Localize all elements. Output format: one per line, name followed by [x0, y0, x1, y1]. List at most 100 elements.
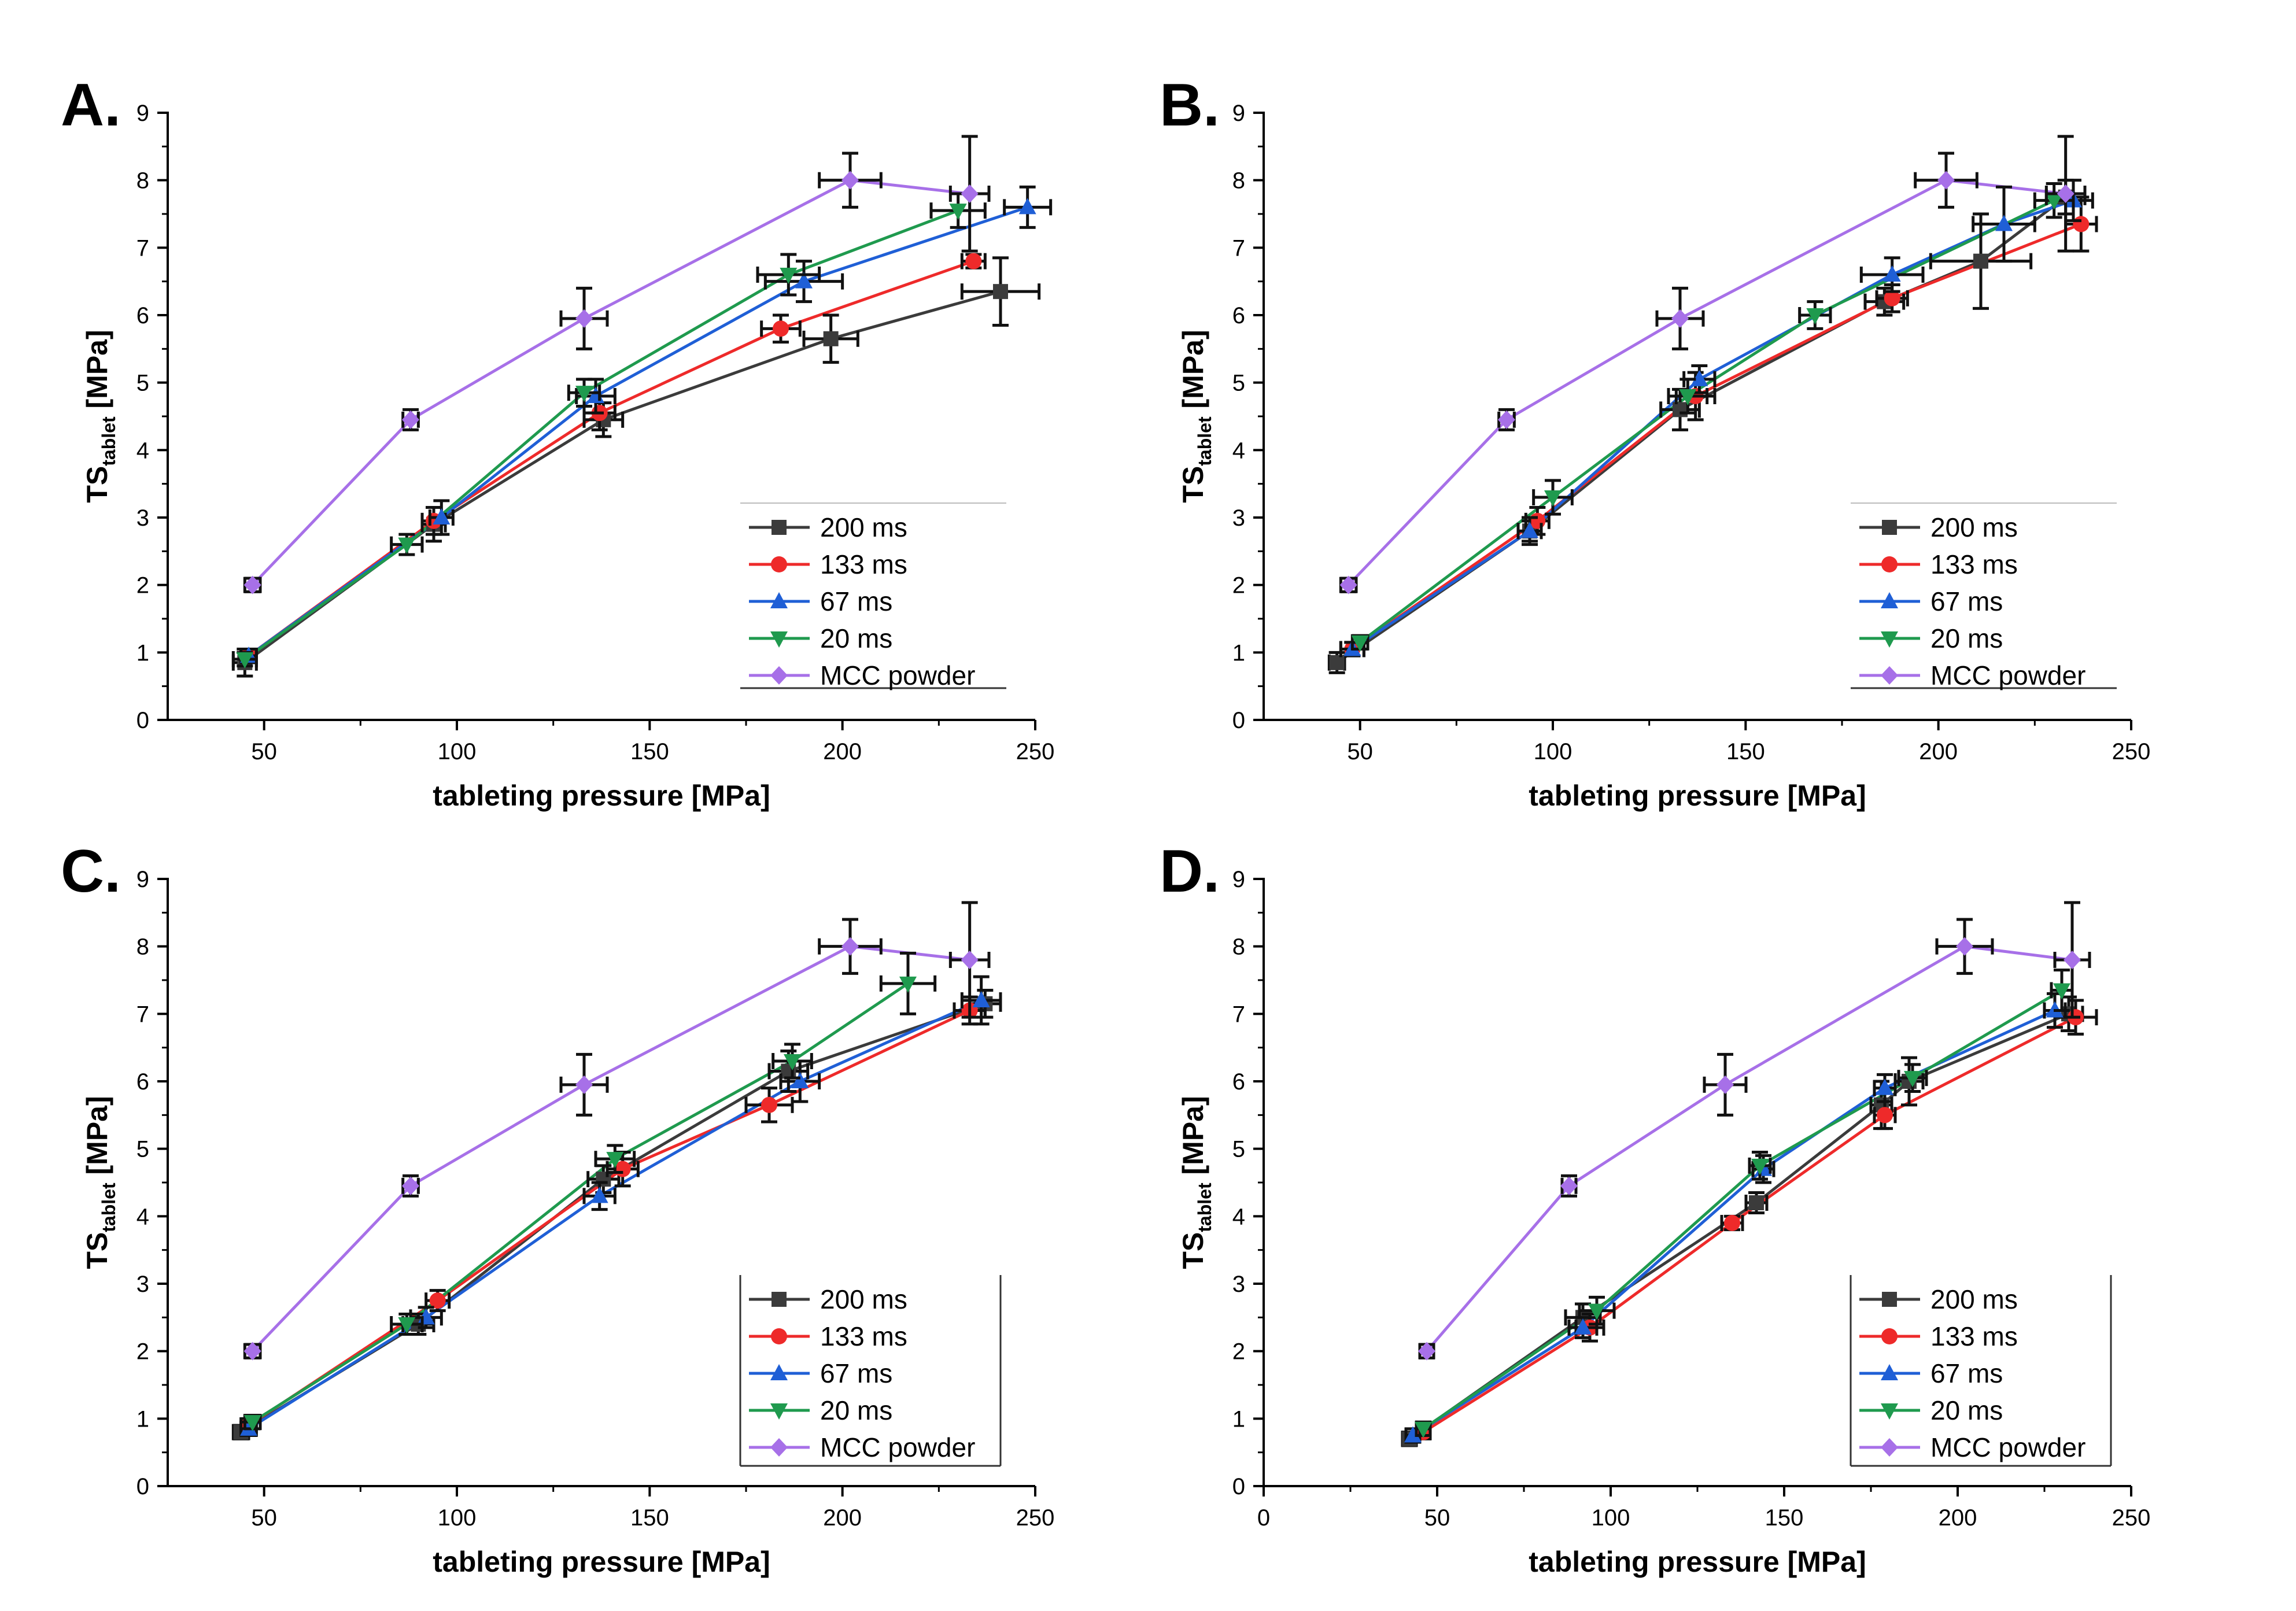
panel-d-data-point-mcc — [1418, 1342, 1435, 1361]
panel-d-data-point-s200 — [1749, 1195, 1764, 1210]
panel-d-data-point-s133 — [1724, 1215, 1740, 1231]
panel-c-legend-label: 133 ms — [820, 1321, 907, 1351]
panel-d-legend-item: 67 ms — [1859, 1358, 2003, 1388]
panel-d-legend-label: 133 ms — [1930, 1321, 2018, 1351]
panel-c-y-tick-label: 5 — [136, 1137, 149, 1162]
panel-a-legend-label: MCC powder — [820, 660, 975, 690]
panel-c-legend-swatch-marker — [772, 1292, 787, 1307]
panel-a-x-tick-label: 250 — [1016, 739, 1055, 764]
panel-d-legend-swatch-marker — [1881, 1328, 1898, 1344]
panel-a-y-tick-label: 4 — [136, 438, 149, 463]
panel-d-legend-item: 200 ms — [1859, 1284, 2018, 1314]
panel-b-data-point-s133 — [1884, 290, 1900, 306]
panel-c-legend-swatch-marker — [771, 1328, 787, 1344]
panel-a-y-tick-label: 7 — [136, 235, 149, 261]
panel-a-y-axis-title: TStablet [MPa] — [81, 330, 119, 502]
panel-b-x-tick-label: 250 — [2112, 739, 2151, 764]
panel-d-legend-swatch-marker — [1881, 1438, 1898, 1457]
panel-b-y-axis-title: TStablet [MPa] — [1177, 330, 1215, 502]
panel-d-x-tick-label: 50 — [1424, 1505, 1450, 1531]
panel-a-y-tick-label: 3 — [136, 505, 149, 531]
panel-b-data-point-s67 — [1521, 522, 1538, 538]
panel-c-data-point-s133 — [761, 1096, 777, 1113]
panel-c-legend-swatch-marker — [770, 1364, 788, 1380]
panel-b-legend-label: 133 ms — [1930, 549, 2018, 579]
panel-b-legend-label: MCC powder — [1930, 660, 2085, 690]
panel-b-y-tick-label: 5 — [1232, 371, 1245, 396]
panel-b-legend-label: 20 ms — [1930, 623, 2003, 653]
panel-c-legend-label: MCC powder — [820, 1432, 975, 1462]
panel-a-legend-item: 20 ms — [749, 623, 892, 653]
panel-d-x-tick-label: 0 — [1257, 1505, 1270, 1531]
panel-a-data-point-s20 — [780, 268, 798, 284]
panel-d-data-point-s20 — [2053, 983, 2070, 1000]
panel-c-legend-item: 133 ms — [749, 1321, 907, 1351]
panel-b-data-point-s200 — [1329, 655, 1345, 670]
panel-b-y-axis-title-main: TS — [1177, 466, 1209, 503]
panel-a-label: A. — [61, 72, 121, 139]
panel-b-y-tick-label: 7 — [1232, 235, 1245, 261]
panel-d-y-tick-label: 0 — [1232, 1474, 1245, 1499]
panel-a-legend-swatch-marker — [772, 520, 787, 535]
panel-c-legend-item: MCC powder — [749, 1432, 975, 1462]
panel-c-y-axis-title-main: TS — [81, 1232, 113, 1269]
panel-d-data-point-s20 — [1904, 1071, 1921, 1088]
panel-d-legend: 200 ms 133 ms 67 ms 20 ms MCC powder — [1850, 1275, 2112, 1467]
panel-d-data-point-mcc — [1717, 1075, 1734, 1094]
panel-c-data-point-s20 — [784, 1054, 801, 1070]
panel-a-data-point-mcc — [243, 575, 261, 594]
panel-d: D. 0 50 100 150 200 250 0 1 2 3 4 5 6 7 8 9 tableting pre… — [1160, 838, 2150, 1578]
panel-a-data-point-mcc — [402, 410, 419, 429]
panel-d-data-point-s20 — [1415, 1421, 1432, 1438]
panel-c-legend-item: 200 ms — [749, 1284, 907, 1314]
panel-d-x-tick-label: 150 — [1765, 1505, 1804, 1531]
panel-b-legend-swatch-marker — [1881, 556, 1898, 572]
panel-b-legend: 200 ms 133 ms 67 ms 20 ms MCC powder — [1851, 502, 2117, 690]
panel-d-legend-swatch-marker — [1881, 1364, 1898, 1380]
panel-b-y-axis-title-unit: [MPa] — [1177, 330, 1209, 416]
panel-a-data-point-s67 — [795, 272, 813, 289]
panel-b-y-tick-label: 3 — [1232, 505, 1245, 531]
panel-b-legend-item: 67 ms — [1859, 586, 2003, 616]
panel-a-legend-label: 67 ms — [820, 586, 892, 616]
panel-c-y-tick-label: 4 — [136, 1204, 149, 1229]
panel-d-y-tick-label: 2 — [1232, 1339, 1245, 1365]
panel-d-y-tick-label: 6 — [1232, 1069, 1245, 1095]
panel-c-y-axis-title-sub: tablet — [98, 1183, 119, 1232]
panel-a-data-point-s200 — [823, 331, 839, 346]
panel-b-data-point-mcc — [2057, 184, 2074, 203]
panel-b-data-point-s133 — [2073, 216, 2090, 232]
panel-b-data-point-s20 — [1544, 490, 1562, 507]
panel-a-data-point-s20 — [575, 386, 593, 402]
panel-d-data-point-s133 — [1877, 1107, 1893, 1124]
panel-a-legend-swatch-marker — [770, 666, 788, 685]
panel-d-legend-label: 20 ms — [1930, 1395, 2003, 1425]
panel-a-y-tick-label: 2 — [136, 573, 149, 598]
panel-b-data-point-s67 — [1995, 215, 2013, 231]
panel-b-data-point-s67 — [1883, 265, 1901, 282]
panel-d-legend-item: MCC powder — [1859, 1432, 2085, 1462]
panel-d-y-tick-label: 7 — [1232, 1002, 1245, 1027]
panel-b-y-tick-label: 2 — [1232, 573, 1245, 598]
panel-a-y-tick-label: 8 — [136, 168, 149, 194]
panel-c-legend-item: 20 ms — [749, 1395, 892, 1425]
panel-b-series-line-s133 — [1351, 223, 2082, 651]
panel-a-data-point-mcc — [841, 171, 859, 190]
panel-b-data-point-mcc — [1671, 309, 1689, 328]
panel-a-y-axis-title-sub: tablet — [98, 416, 119, 466]
panel-a-y-axis-title-main: TS — [81, 466, 113, 503]
panel-b-data-point-s20 — [2045, 193, 2063, 210]
panel-d-y-axis-title-unit: [MPa] — [1177, 1096, 1209, 1183]
panel-c-x-tick-label: 150 — [630, 1505, 669, 1531]
panel-c-y-axis-title: TStablet [MPa] — [81, 1096, 119, 1269]
panel-c-data-point-s20 — [243, 1415, 261, 1432]
panel-d-y-tick-label: 9 — [1232, 867, 1245, 892]
panel-a-legend-item: 133 ms — [749, 549, 907, 579]
panel-c: C. 50 100 150 200 250 0 1 2 3 4 5 6 7 8 9 tableting pres… — [61, 838, 1054, 1578]
panel-c-legend-label: 20 ms — [820, 1395, 892, 1425]
panel-a-data-point-s133 — [965, 253, 982, 269]
panel-d-y-tick-label: 8 — [1232, 934, 1245, 960]
panel-c-label: C. — [61, 838, 121, 905]
panel-a-y-tick-label: 9 — [136, 101, 149, 126]
